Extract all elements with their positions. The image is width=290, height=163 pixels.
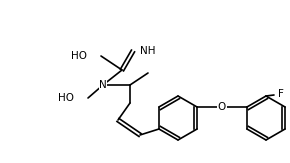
Text: O: O — [218, 102, 226, 112]
Text: F: F — [278, 89, 284, 99]
Text: N: N — [99, 80, 107, 90]
Text: HO: HO — [71, 51, 87, 61]
Text: NH: NH — [140, 46, 155, 56]
Text: HO: HO — [58, 93, 74, 103]
